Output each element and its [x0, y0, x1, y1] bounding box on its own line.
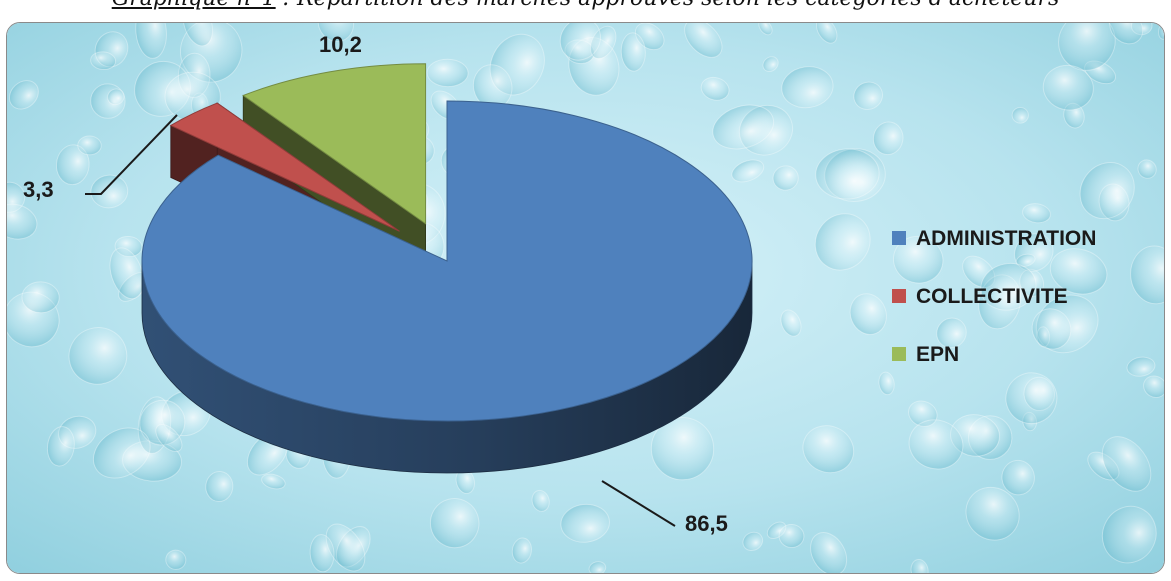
pie-tops — [141, 63, 753, 422]
leader-line-collectivite — [85, 114, 178, 195]
water-droplet — [1137, 159, 1157, 179]
water-droplet — [853, 81, 884, 110]
water-droplet — [205, 471, 234, 502]
water-droplet — [1031, 308, 1072, 350]
chart-area: 86,5 3,3 10,2 ADMINISTRATION COLLECTIVITE EP… — [6, 22, 1165, 574]
water-droplet — [1005, 372, 1058, 425]
water-droplet — [684, 23, 723, 58]
water-droplet — [965, 486, 1020, 541]
caption-text: : Répartition des marchés approuvés selo… — [276, 0, 1060, 11]
slice-administration — [141, 100, 753, 422]
leader-line-administration — [601, 480, 676, 527]
water-droplet — [55, 144, 90, 186]
water-droplet — [781, 66, 834, 109]
water-droplet — [77, 135, 102, 156]
water-droplet — [762, 56, 779, 72]
water-droplet — [849, 293, 887, 335]
water-droplet — [893, 235, 944, 284]
water-droplet — [731, 159, 765, 183]
data-labels: 86,5 3,3 10,2 — [23, 32, 728, 536]
water-droplet — [7, 181, 26, 213]
water-droplet — [165, 549, 187, 570]
water-droplet — [182, 23, 213, 47]
water-droplet — [712, 104, 775, 150]
water-droplet — [588, 561, 607, 573]
water-droplet — [778, 523, 805, 549]
water-droplet — [772, 165, 799, 191]
legend-swatch-administration — [892, 231, 906, 245]
water-droplet — [878, 371, 895, 396]
legend-label-collectivite: COLLECTIVITE — [916, 285, 1068, 308]
water-droplet — [620, 32, 646, 72]
water-droplet — [1042, 64, 1094, 111]
water-droplet — [155, 423, 183, 453]
water-droplet — [1101, 436, 1152, 492]
water-droplet — [1022, 203, 1051, 224]
water-droplet — [1101, 505, 1157, 564]
legend-swatch-epn — [892, 347, 906, 361]
water-droplet — [107, 88, 125, 106]
water-droplet — [317, 23, 355, 42]
water-droplet — [426, 58, 469, 88]
water-droplet — [1001, 459, 1035, 496]
water-droplet — [68, 327, 128, 385]
water-droplet — [8, 80, 39, 110]
water-droplet — [802, 425, 855, 474]
water-droplet — [21, 281, 60, 314]
water-droplet — [980, 262, 1037, 311]
data-label-epn: 10,2 — [319, 32, 362, 57]
water-droplet — [815, 148, 880, 200]
data-label-collectivite: 3,3 — [23, 177, 54, 202]
water-droplet — [814, 213, 871, 271]
water-droplet — [261, 473, 286, 490]
water-droplet — [1049, 248, 1108, 295]
pie-chart: 86,5 3,3 10,2 ADMINISTRATION COLLECTIVITE EP… — [7, 23, 1164, 573]
water-droplet — [700, 76, 730, 101]
caption-number: Graphique n°1 — [112, 0, 276, 11]
water-droplet — [1015, 253, 1036, 267]
water-droplet — [109, 247, 144, 300]
water-droplet — [758, 23, 773, 36]
water-droplet — [780, 309, 802, 337]
data-label-administration: 86,5 — [685, 511, 728, 536]
water-droplet — [908, 400, 938, 427]
leader-lines — [85, 114, 676, 527]
legend-swatch-collectivite — [892, 289, 906, 303]
legend: ADMINISTRATION COLLECTIVITE EPN — [892, 227, 1096, 366]
water-droplet — [1109, 23, 1144, 45]
water-droplet — [93, 427, 151, 479]
water-droplet — [1011, 106, 1029, 124]
water-droplet — [559, 23, 602, 61]
water-droplet — [936, 317, 967, 349]
water-droplet — [742, 531, 764, 552]
water-droplet — [872, 121, 904, 156]
water-droplet — [908, 419, 964, 470]
water-droplet — [135, 23, 167, 59]
water-droplet — [910, 558, 929, 573]
legend-label-administration: ADMINISTRATION — [916, 227, 1096, 250]
water-droplet — [1143, 375, 1164, 398]
water-droplet — [90, 51, 117, 71]
water-droplet — [429, 498, 480, 549]
water-droplet — [1130, 245, 1164, 305]
water-droplet — [46, 426, 75, 467]
water-droplet — [560, 503, 610, 543]
water-droplet — [1126, 356, 1156, 377]
water-droplet — [511, 537, 532, 564]
slice-epn — [242, 63, 427, 225]
water-droplet — [309, 534, 335, 573]
water-droplet — [810, 532, 848, 573]
legend-label-epn: EPN — [916, 343, 959, 366]
chart-caption: Graphique n°1 : Répartition des marchés … — [0, 0, 1171, 11]
water-droplet — [815, 23, 838, 44]
water-droplet — [531, 489, 550, 512]
water-droplet — [1079, 162, 1135, 220]
slice-collectivite — [169, 102, 400, 232]
